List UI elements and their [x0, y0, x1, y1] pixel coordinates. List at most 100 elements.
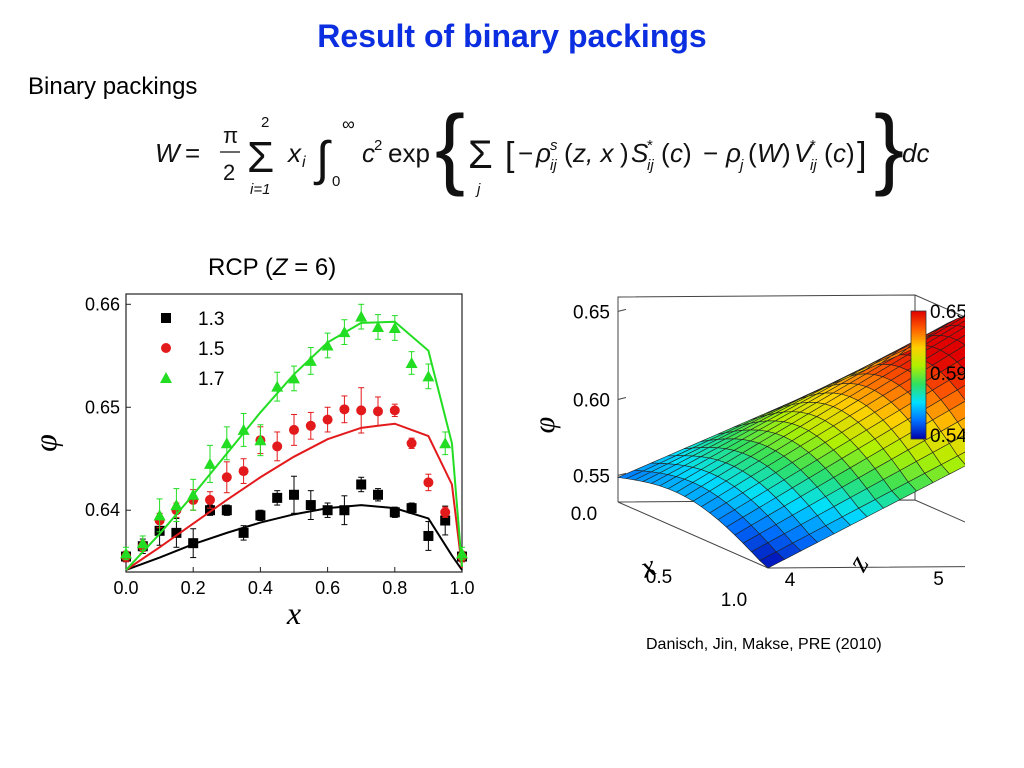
slide-title: Result of binary packings [317, 18, 707, 54]
svg-text:V: V [794, 138, 814, 168]
data-point [288, 372, 300, 384]
data-point [389, 405, 400, 416]
data-point [254, 434, 267, 446]
data-point [171, 527, 182, 538]
data-point [406, 503, 417, 514]
data-point [339, 404, 350, 415]
z-tick [617, 472, 627, 476]
data-point [304, 354, 317, 366]
svg-text:): ) [620, 138, 629, 168]
svg-text:S: S [631, 138, 649, 168]
svg-text:π: π [223, 123, 238, 148]
plot-frame [125, 293, 463, 573]
data-point [339, 505, 350, 516]
data-point [188, 538, 199, 549]
z-tick-label: 0.55 [573, 466, 610, 487]
data-point [271, 380, 284, 392]
citation: Danisch, Jin, Makse, PRE (2010) [646, 636, 882, 653]
data-point [338, 326, 351, 338]
svg-text:(: ( [564, 138, 573, 168]
data-point [422, 370, 435, 382]
data-point [423, 530, 434, 541]
svg-text:Σ: Σ [468, 133, 493, 177]
svg-text:exp: exp [388, 138, 430, 168]
x-tick-label: 0.6 [315, 578, 340, 598]
data-point [120, 547, 132, 559]
svg-text:): ) [782, 138, 791, 168]
data-point [356, 405, 367, 416]
data-point [373, 406, 383, 417]
svg-text:x: x [286, 138, 302, 168]
data-point [423, 477, 434, 488]
data-point [305, 420, 316, 431]
data-point [289, 489, 299, 500]
packing-equation: W = π 2 2 Σ i=1 x i ∫ ∞ 0 c 2 exp { Σ j … [155, 100, 929, 198]
rcp-label: RCP (Z = 6) [208, 254, 336, 282]
data-point [456, 547, 468, 559]
colorbar-tick-label: 0.54 [930, 426, 965, 447]
data-point [440, 515, 451, 526]
data-point [372, 320, 384, 332]
svg-text:ij: ij [647, 157, 654, 174]
data-point [289, 424, 299, 435]
svg-text:): ) [683, 138, 692, 168]
y-axis-label: φ [30, 434, 63, 452]
data-point [355, 310, 368, 322]
packing-fraction-chart: 0.0 0.2 0.4 0.6 0.8 1.0 0.64 0.65 0.66 x φ 1.3 1.5 1.… [30, 293, 475, 627]
colorbar [910, 310, 927, 440]
svg-text:−: − [703, 138, 718, 168]
svg-text:Σ: Σ [247, 133, 274, 182]
x-tick-label: 0.2 [181, 578, 206, 598]
x-tick-label: 0.0 [113, 578, 138, 598]
data-point [221, 472, 232, 483]
data-point [321, 339, 334, 351]
svg-text:c: c [362, 138, 375, 168]
data-point [204, 457, 216, 469]
data-point [221, 505, 232, 516]
series-1.7 [120, 303, 468, 571]
data-point [373, 489, 383, 500]
svg-text:ij: ij [550, 157, 557, 174]
svg-text:∫: ∫ [313, 133, 332, 186]
data-point [161, 343, 171, 353]
svg-text:W: W [155, 138, 182, 168]
svg-text:}: } [874, 100, 904, 198]
data-point [440, 507, 451, 518]
data-point [272, 441, 283, 452]
svg-text:j: j [738, 157, 744, 174]
z-tick [617, 308, 627, 312]
svg-text:*: * [647, 137, 653, 154]
svg-text:(: ( [824, 138, 833, 168]
rcp-prefix: RCP ( [208, 254, 273, 281]
data-point [205, 494, 215, 505]
x-tick-label: 0.4 [248, 578, 273, 598]
x-tick-label: 0.0 [571, 504, 597, 525]
legend-label: 1.3 [198, 309, 224, 330]
data-point [305, 500, 316, 511]
fit-curve [125, 422, 463, 571]
svg-text:j: j [475, 181, 481, 198]
svg-text:(: ( [661, 138, 670, 168]
data-point [220, 437, 233, 449]
svg-text:−: − [518, 138, 533, 168]
svg-text:ρ: ρ [535, 138, 551, 168]
z-tick-label: 0.60 [573, 391, 610, 412]
data-point [405, 356, 418, 368]
svg-text:ij: ij [810, 157, 817, 174]
svg-text:[: [ [505, 136, 515, 174]
slide-subtitle: Binary packings [28, 73, 198, 100]
x-tick-label: 0.5 [646, 567, 672, 588]
surface-cell [616, 469, 644, 479]
svg-text:z, x: z, x [572, 138, 614, 168]
y-tick-label: 0.64 [85, 500, 120, 520]
svg-text:*: * [810, 137, 816, 154]
z-tick [617, 397, 627, 400]
z-axis-label: φ [528, 417, 561, 434]
svg-text:2: 2 [374, 137, 382, 154]
colorbar-tick-label: 0.65 [930, 302, 965, 323]
data-point [238, 466, 249, 477]
data-point [238, 527, 249, 538]
svg-text:W: W [757, 138, 784, 168]
data-point [255, 510, 266, 521]
svg-text:{: { [435, 100, 465, 198]
